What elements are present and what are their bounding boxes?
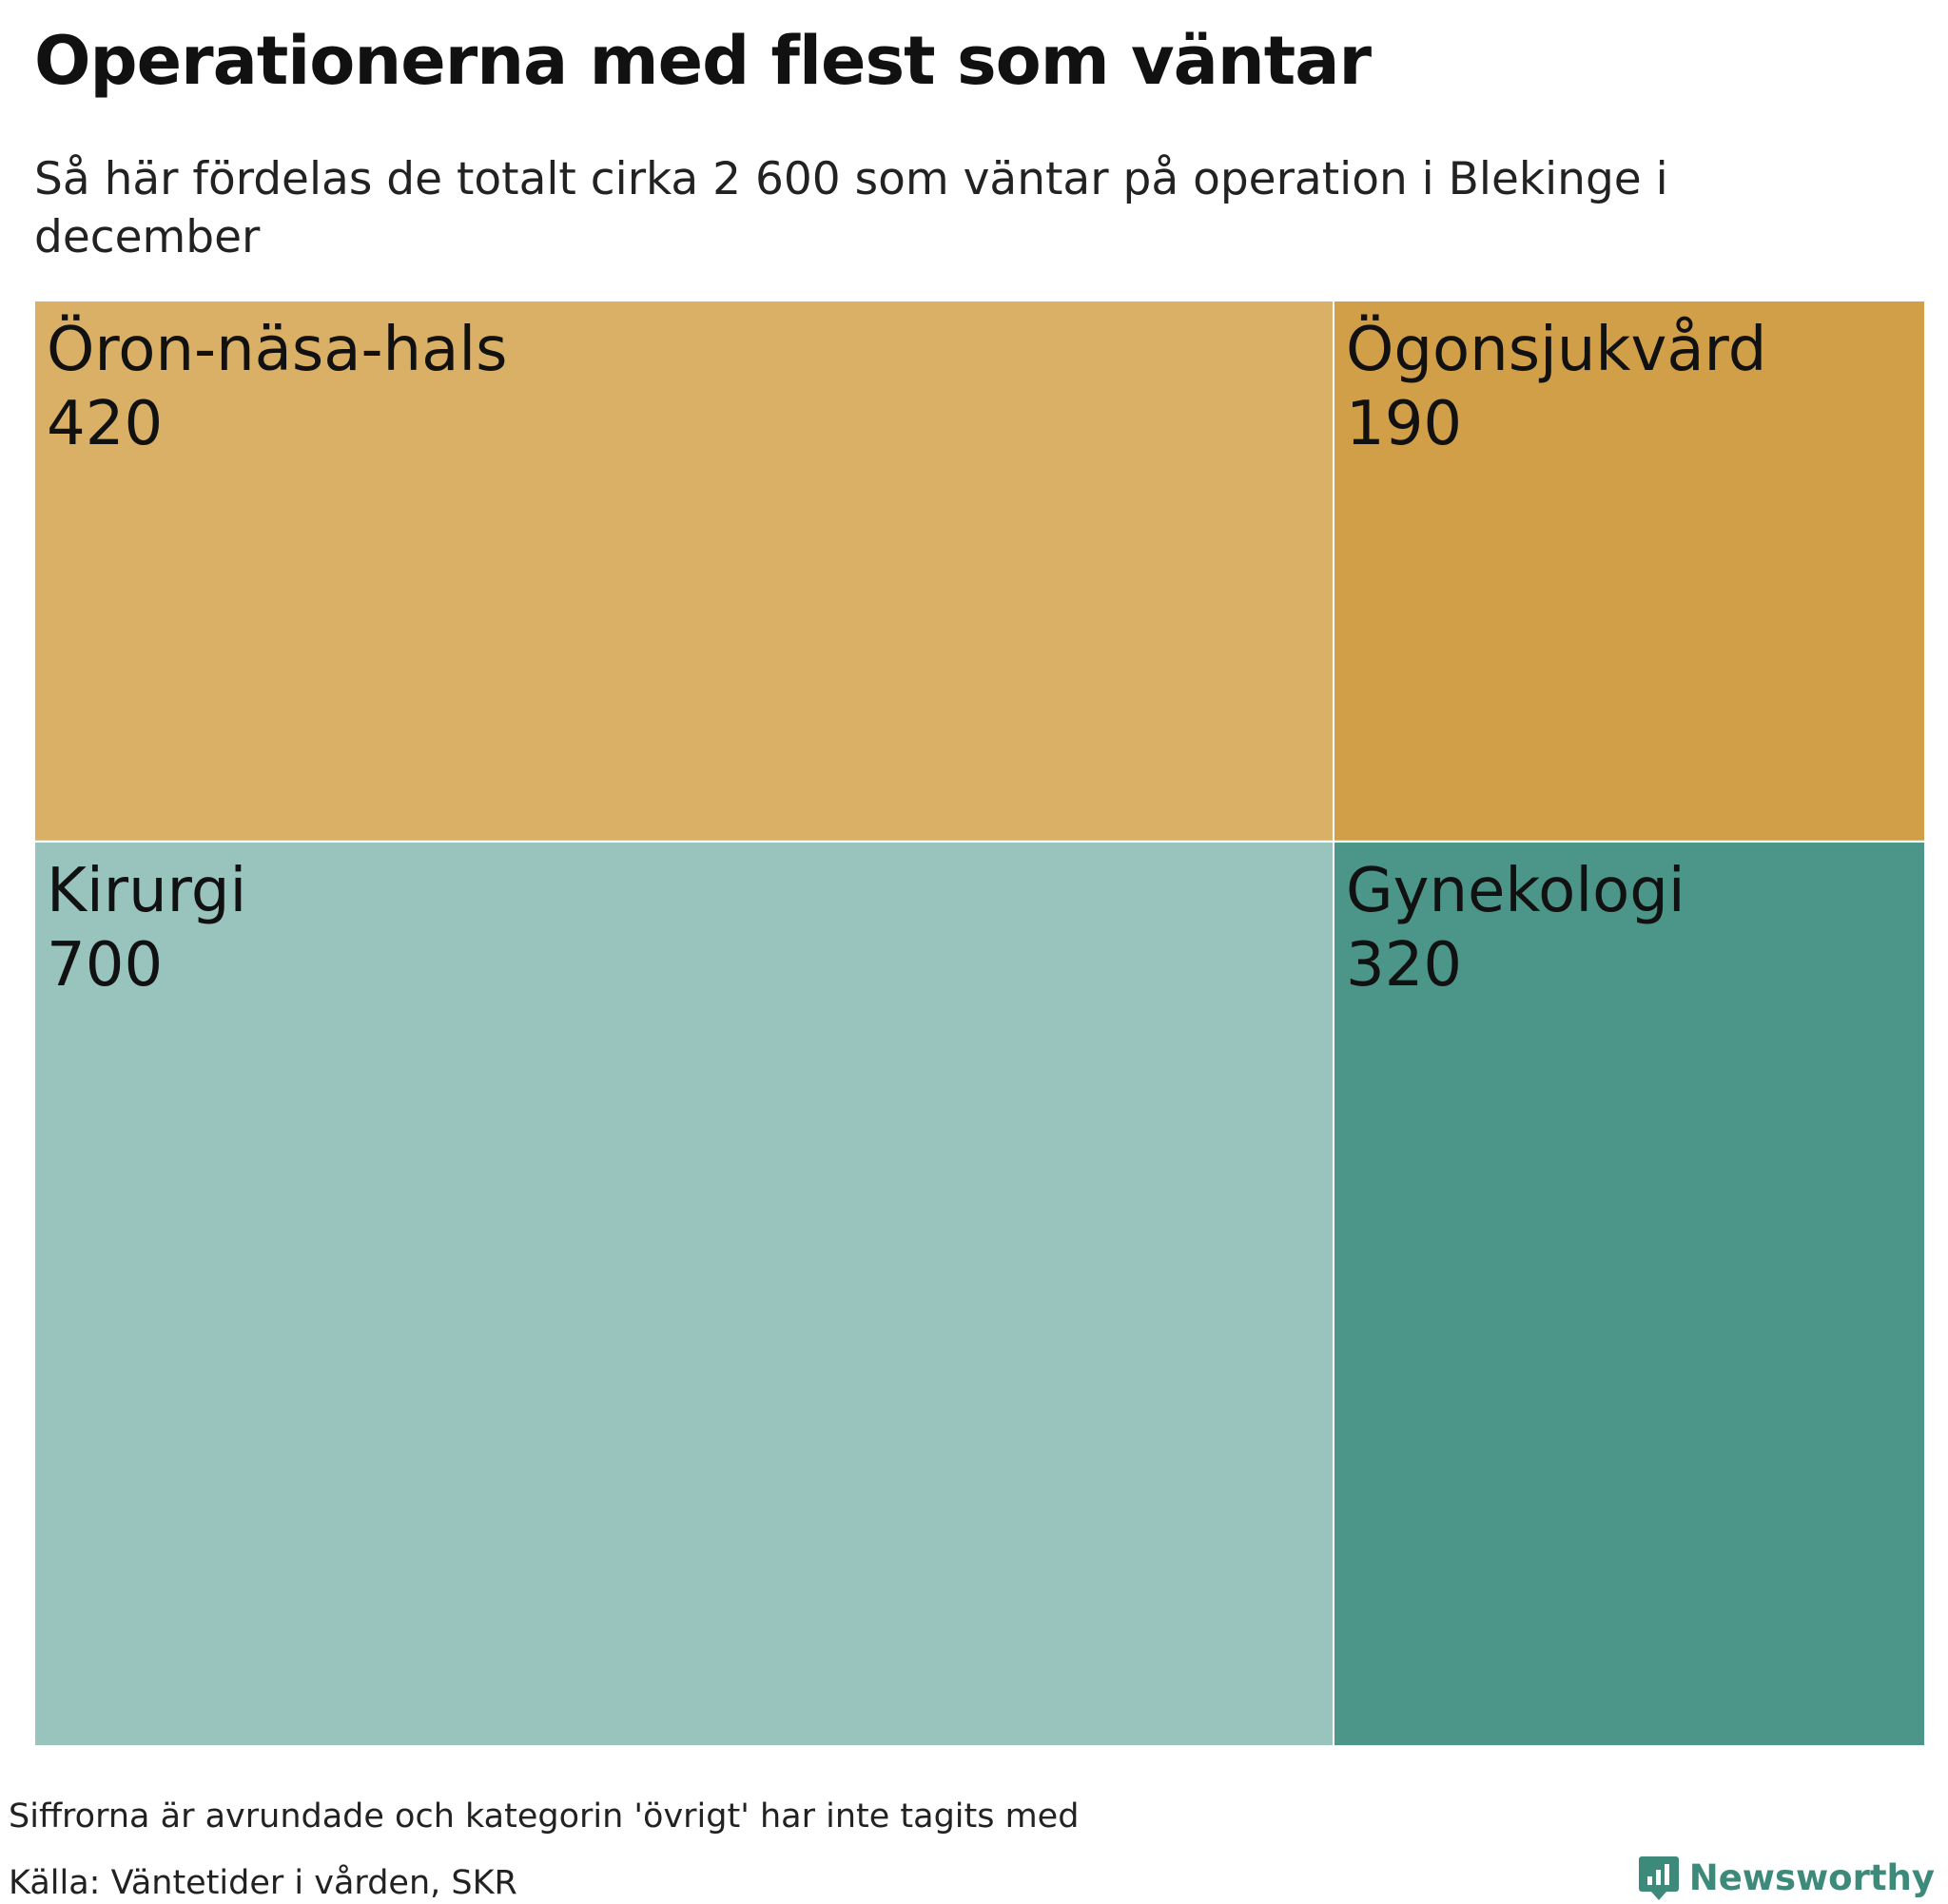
treemap-chart: Öron-näsa-hals 420 Ögonsjukvård 190 Kirurgi 7…: [34, 301, 1925, 1746]
newsworthy-logo-icon: [1638, 1856, 1679, 1900]
tile-label: Öron-näsa-hals: [47, 314, 507, 385]
tile-value: 190: [1346, 389, 1462, 459]
chart-title: Operationerna med flest som väntar: [34, 22, 1372, 100]
tile-value: 320: [1346, 930, 1462, 1001]
treemap-rect: [1332, 301, 1925, 843]
tile-label: Gynekologi: [1346, 856, 1685, 926]
treemap-rect: [34, 301, 1334, 843]
treemap-rect: [34, 840, 1334, 1746]
tile-label: Kirurgi: [47, 856, 246, 926]
tile-value: 420: [47, 389, 163, 459]
brand-name: Newsworthy: [1688, 1857, 1935, 1898]
brand-logo: Newsworthy: [1638, 1855, 1935, 1902]
source-note: Källa: Väntetider i vården, SKR: [9, 1864, 517, 1902]
treemap-svg: Öron-näsa-hals420Ögonsjukvård190Kirurgi7…: [34, 301, 1925, 1746]
tile-value: 700: [47, 930, 163, 1001]
footnote: Siffrorna är avrundade och kategorin 'öv…: [9, 1797, 1080, 1836]
tile-label: Ögonsjukvård: [1346, 314, 1766, 385]
chart-subtitle: Så här fördelas de totalt cirka 2 600 so…: [34, 153, 1668, 263]
